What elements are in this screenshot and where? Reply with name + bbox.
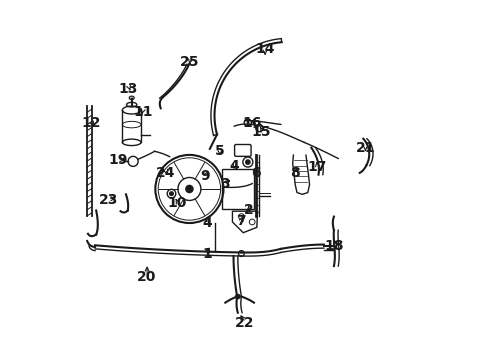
Ellipse shape — [129, 96, 134, 100]
Text: 6: 6 — [251, 166, 261, 180]
Circle shape — [236, 294, 240, 299]
Text: 8: 8 — [291, 166, 300, 180]
Text: 9: 9 — [201, 170, 210, 183]
Text: 5: 5 — [215, 144, 225, 158]
Circle shape — [170, 192, 173, 195]
Text: 10: 10 — [167, 196, 187, 210]
Text: 12: 12 — [81, 116, 100, 130]
Text: 11: 11 — [133, 105, 152, 119]
Text: 7: 7 — [237, 214, 246, 228]
Text: 19: 19 — [108, 153, 127, 167]
Text: 14: 14 — [255, 42, 274, 56]
Text: 17: 17 — [307, 161, 326, 175]
Text: 24: 24 — [156, 166, 176, 180]
Text: 1: 1 — [202, 247, 212, 261]
Text: 4: 4 — [229, 159, 239, 173]
Text: 18: 18 — [325, 239, 344, 253]
Text: 25: 25 — [180, 55, 199, 69]
Text: 4: 4 — [202, 216, 212, 230]
Text: 21: 21 — [355, 141, 375, 155]
Text: 16: 16 — [243, 116, 262, 130]
Text: 3: 3 — [220, 177, 230, 190]
Text: 13: 13 — [119, 82, 138, 95]
Circle shape — [186, 185, 193, 193]
Text: 20: 20 — [137, 270, 156, 284]
Text: 23: 23 — [99, 193, 119, 207]
Text: 2: 2 — [244, 203, 253, 217]
Circle shape — [245, 160, 250, 164]
Text: 22: 22 — [235, 316, 255, 330]
Text: 15: 15 — [251, 125, 271, 139]
